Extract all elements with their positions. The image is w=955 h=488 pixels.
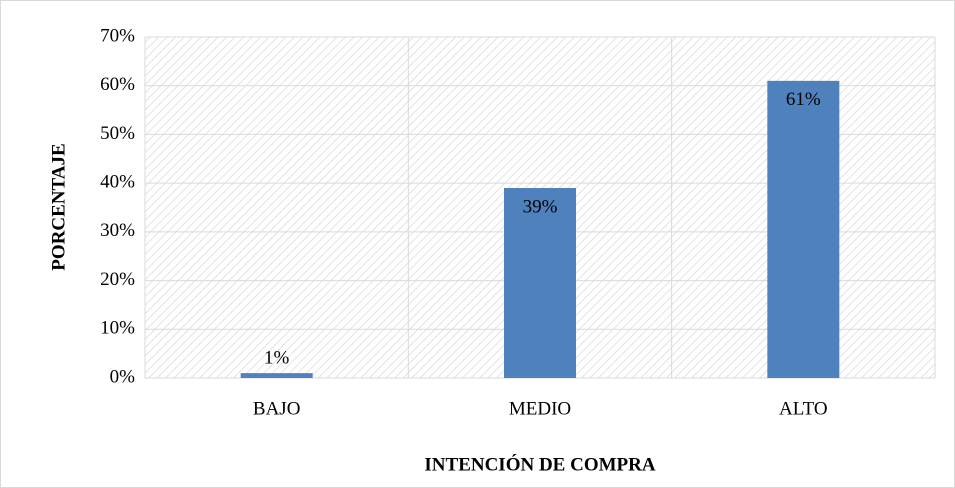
bar bbox=[504, 188, 576, 378]
y-tick-label: 50% bbox=[100, 123, 135, 144]
y-tick-label: 10% bbox=[100, 318, 135, 339]
x-axis-title: INTENCIÓN DE COMPRA bbox=[424, 453, 655, 475]
y-tick-label: 60% bbox=[100, 74, 135, 95]
y-axis-title: PORCENTAJE bbox=[48, 143, 69, 270]
y-tick-label: 0% bbox=[110, 366, 136, 387]
data-label: 1% bbox=[264, 347, 290, 368]
y-tick-label: 20% bbox=[100, 269, 135, 290]
bar bbox=[767, 80, 840, 378]
data-label: 61% bbox=[786, 89, 821, 110]
x-tick-label: MEDIO bbox=[509, 398, 571, 419]
x-tick-label: BAJO bbox=[253, 398, 301, 419]
x-tick-label: ALTO bbox=[779, 398, 828, 419]
y-tick-label: 30% bbox=[100, 220, 135, 241]
y-tick-label: 40% bbox=[100, 172, 135, 193]
data-label: 39% bbox=[523, 196, 558, 217]
bar bbox=[240, 373, 313, 378]
y-tick-label: 70% bbox=[100, 25, 135, 46]
